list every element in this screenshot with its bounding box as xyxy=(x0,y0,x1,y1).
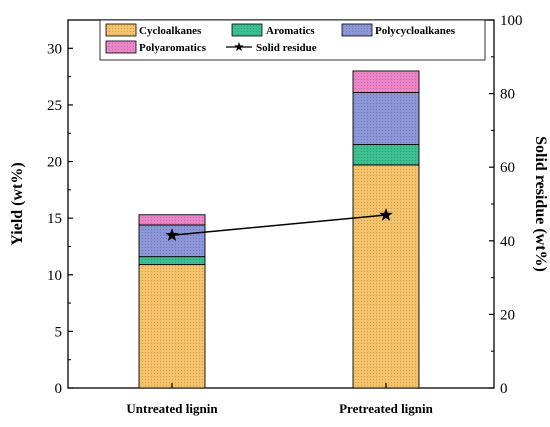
y-tick-label: 15 xyxy=(47,211,62,227)
legend: Cycloalkanes Aromatics Polycycloalkanes … xyxy=(99,19,486,61)
solid-residue-line-layer xyxy=(165,208,393,241)
y-tick-label: 30 xyxy=(47,41,62,57)
legend-box xyxy=(99,19,486,61)
solid-residue-point-pretreated-lignin xyxy=(379,208,393,221)
legend-label-solid-residue: Solid residue xyxy=(256,42,317,54)
category-axis-labels: Untreated lignin Pretreated lignin xyxy=(126,383,434,416)
bar-cycloalkanes-pretreated-lignin xyxy=(352,164,420,389)
y2-tick-label: 0 xyxy=(500,381,508,397)
y-tick-label: 10 xyxy=(47,268,62,284)
bar-polycycloalkanes-pretreated-lignin xyxy=(352,92,420,146)
legend-star-marker xyxy=(234,42,244,51)
bar-aromatics-pretreated-lignin xyxy=(352,144,420,166)
legend-label-aromatics: Aromatics xyxy=(266,25,315,37)
legend-label-polyaromatics: Polyaromatics xyxy=(139,42,207,54)
bar-polyaromatics-pretreated-lignin xyxy=(352,70,420,93)
y-tick-label: 25 xyxy=(47,98,62,114)
x-category-label-untreated-lignin: Untreated lignin xyxy=(126,401,218,416)
solid-residue-line xyxy=(171,214,387,237)
right-axis-ticks: 0 20 40 60 80 100 xyxy=(489,13,523,397)
bar-aromatics-untreated-lignin xyxy=(138,256,206,266)
plot-area xyxy=(67,19,495,389)
y2-tick-label: 80 xyxy=(500,87,515,103)
left-axis-ticks: 0 5 10 15 20 25 30 xyxy=(47,41,73,397)
bar-polyaromatics-untreated-lignin xyxy=(138,214,206,226)
y2-tick-label: 20 xyxy=(500,307,515,323)
y2-axis-title: Solid residue (wt%) xyxy=(532,136,549,272)
solid-residue-point-untreated-lignin xyxy=(165,228,179,241)
y2-tick-label: 60 xyxy=(500,160,515,176)
y2-tick-label: 100 xyxy=(500,13,523,29)
y-tick-label: 20 xyxy=(47,155,62,171)
y2-tick-label: 40 xyxy=(500,234,515,250)
bars-layer xyxy=(138,70,420,389)
legend-label-cycloalkanes: Cycloalkanes xyxy=(139,25,202,37)
x-category-label-pretreated-lignin: Pretreated lignin xyxy=(339,401,434,416)
y-axis-title: Yield (wt%) xyxy=(9,162,26,245)
bar-cycloalkanes-untreated-lignin xyxy=(138,264,206,389)
legend-label-polycycloalkanes: Polycycloalkanes xyxy=(375,25,456,37)
y-tick-label: 0 xyxy=(55,381,63,397)
y-tick-label: 5 xyxy=(55,324,63,340)
